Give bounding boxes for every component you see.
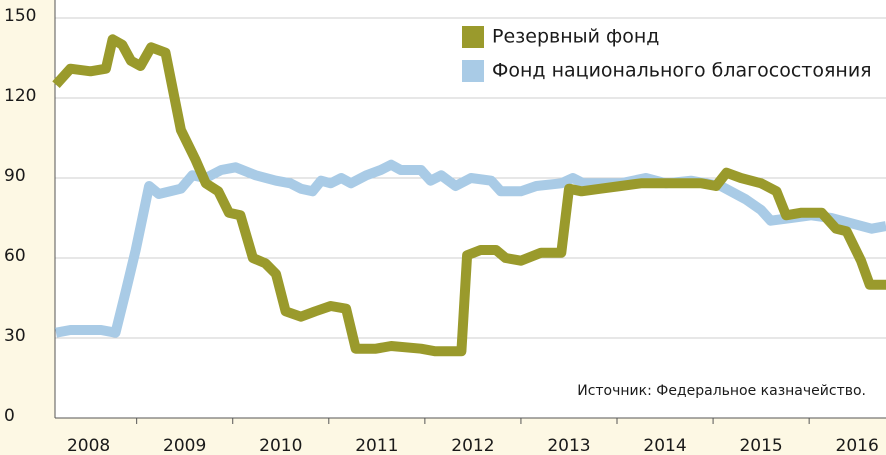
series-line bbox=[55, 159, 886, 338]
x-tick-label: 2011 bbox=[355, 436, 398, 455]
x-tick-label: 2009 bbox=[163, 436, 206, 455]
y-tick-label: 0 bbox=[4, 406, 15, 426]
legend-swatch bbox=[462, 26, 484, 48]
source-note: Источник: Федеральное казначейство. bbox=[577, 383, 866, 399]
x-tick-label: 2016 bbox=[836, 436, 879, 455]
legend-label: Резервный фонд bbox=[492, 26, 659, 48]
x-tick-label: 2012 bbox=[451, 436, 494, 455]
series-line bbox=[52, 34, 886, 357]
x-tick-label: 2008 bbox=[67, 436, 110, 455]
legend-label: Фонд национального благосостояния bbox=[492, 60, 872, 82]
y-tick-label: 90 bbox=[4, 166, 26, 186]
x-tick-label: 2015 bbox=[739, 436, 782, 455]
y-tick-label: 120 bbox=[4, 86, 36, 106]
y-tick-label: 150 bbox=[4, 6, 36, 26]
x-tick-label: 2013 bbox=[547, 436, 590, 455]
legend-swatch bbox=[462, 60, 484, 82]
x-tick-label: 2010 bbox=[259, 436, 302, 455]
y-tick-label: 30 bbox=[4, 326, 26, 346]
x-tick-label: 2014 bbox=[643, 436, 686, 455]
y-tick-label: 60 bbox=[4, 246, 26, 266]
